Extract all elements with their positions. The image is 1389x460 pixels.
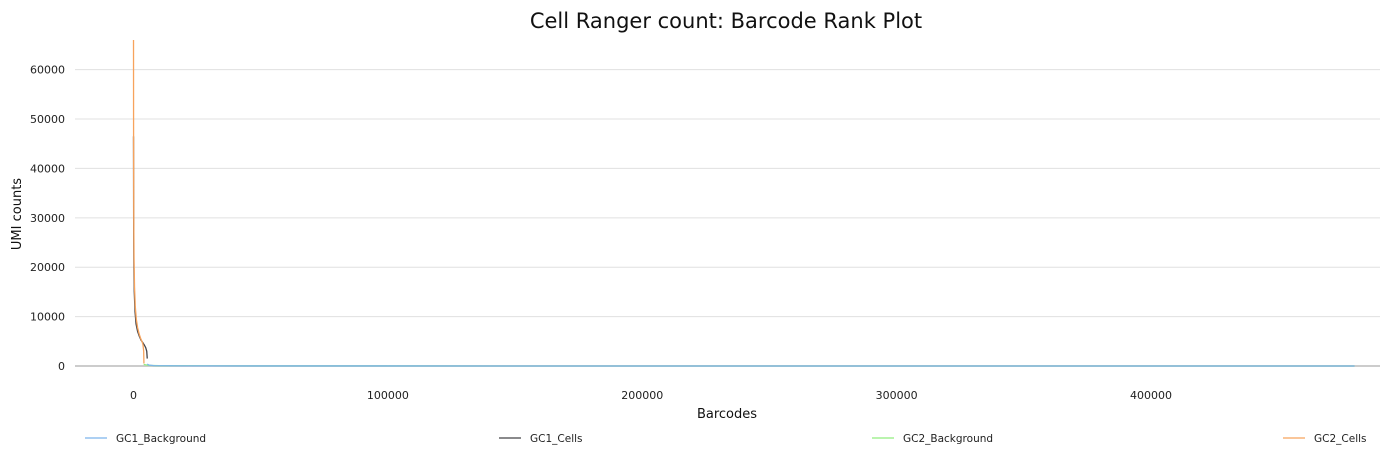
legend-item[interactable]: GC2_Background <box>872 433 993 445</box>
x-axis-ticks: 0 100000 200000 300000 400000 <box>130 389 1172 402</box>
series-lines <box>132 39 1355 367</box>
y-axis-ticks: 0 10000 20000 30000 40000 50000 60000 <box>30 64 65 373</box>
series-line-gc2-cells <box>132 39 145 364</box>
gridlines <box>75 69 1380 367</box>
y-axis-label: UMI counts <box>10 178 25 250</box>
y-tick-label: 20000 <box>30 261 65 274</box>
x-tick-label: 400000 <box>1130 389 1172 402</box>
y-tick-label: 60000 <box>30 64 65 77</box>
x-tick-label: 0 <box>130 389 137 402</box>
legend-item[interactable]: GC2_Cells <box>1283 433 1367 445</box>
x-tick-label: 300000 <box>876 389 918 402</box>
legend: GC1_Background GC1_Cells GC2_Background GC2… <box>85 433 1367 445</box>
y-tick-label: 30000 <box>30 212 65 225</box>
legend-label: GC2_Background <box>903 433 993 445</box>
legend-item[interactable]: GC1_Cells <box>499 433 583 445</box>
y-tick-label: 0 <box>58 360 65 373</box>
y-tick-label: 10000 <box>30 311 65 324</box>
chart-title: Cell Ranger count: Barcode Rank Plot <box>530 9 922 33</box>
x-tick-label: 200000 <box>621 389 663 402</box>
x-tick-label: 100000 <box>367 389 409 402</box>
series-line-gc1-cells <box>132 136 148 359</box>
legend-item[interactable]: GC1_Background <box>85 433 206 445</box>
legend-label: GC2_Cells <box>1314 433 1367 445</box>
y-tick-label: 40000 <box>30 162 65 175</box>
y-tick-label: 50000 <box>30 113 65 126</box>
legend-label: GC1_Cells <box>530 433 583 445</box>
legend-label: GC1_Background <box>116 433 206 445</box>
series-line-gc1-background <box>146 363 1355 367</box>
x-axis-label: Barcodes <box>697 407 757 422</box>
